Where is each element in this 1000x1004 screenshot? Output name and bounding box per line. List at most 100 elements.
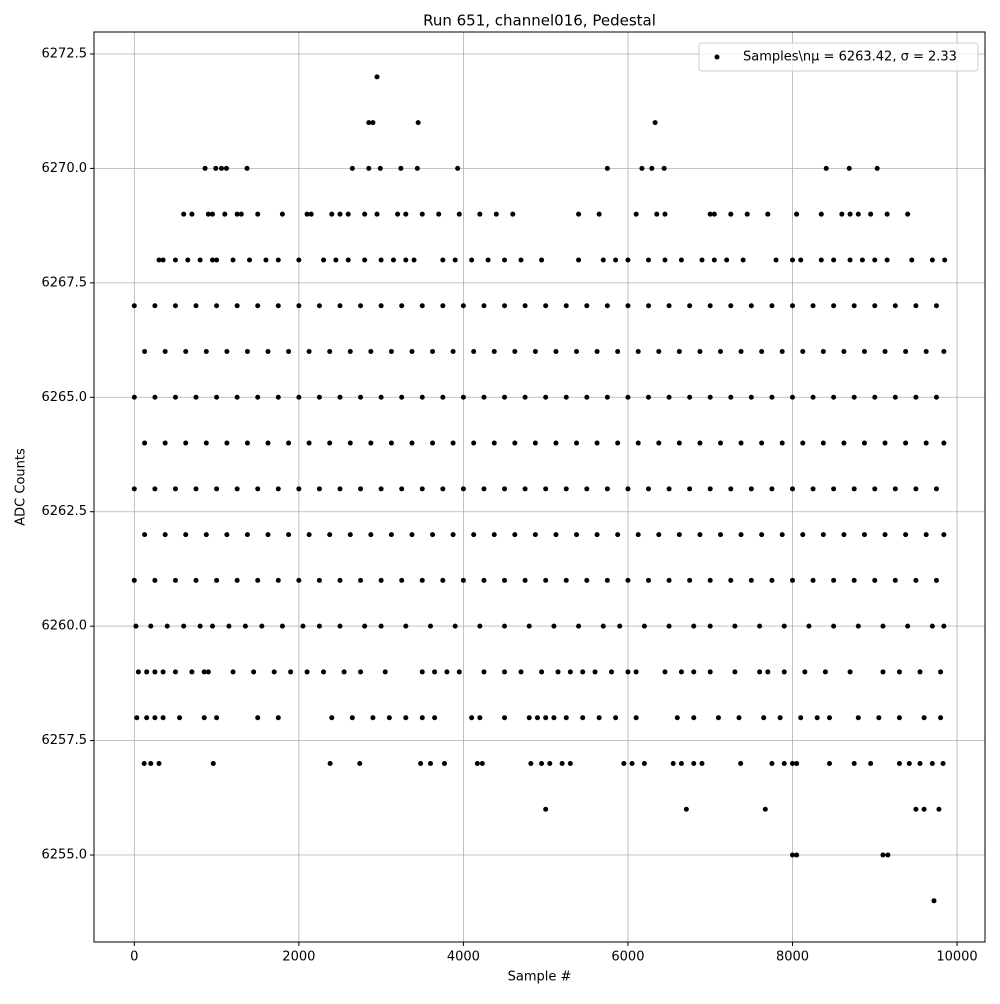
data-point bbox=[563, 486, 569, 492]
data-point bbox=[224, 532, 230, 538]
data-point bbox=[244, 440, 250, 446]
data-point bbox=[896, 760, 902, 766]
data-point bbox=[940, 760, 946, 766]
data-point bbox=[399, 303, 405, 309]
data-point bbox=[522, 486, 528, 492]
data-point bbox=[707, 669, 713, 675]
data-point bbox=[831, 257, 837, 263]
data-point bbox=[306, 440, 312, 446]
data-point bbox=[230, 669, 236, 675]
data-point bbox=[547, 760, 553, 766]
data-point bbox=[528, 760, 534, 766]
data-point bbox=[806, 623, 812, 629]
data-point bbox=[131, 303, 137, 309]
data-point bbox=[481, 486, 487, 492]
data-point bbox=[362, 257, 368, 263]
data-point bbox=[800, 440, 806, 446]
data-point bbox=[905, 623, 911, 629]
data-point bbox=[594, 532, 600, 538]
data-point bbox=[518, 257, 524, 263]
data-point bbox=[656, 349, 662, 355]
x-tick-label: 10000 bbox=[936, 950, 977, 965]
data-point bbox=[717, 532, 723, 538]
data-point bbox=[769, 760, 775, 766]
data-point bbox=[600, 623, 606, 629]
data-point bbox=[942, 257, 948, 263]
data-point bbox=[666, 486, 672, 492]
data-point bbox=[765, 211, 771, 217]
data-point bbox=[699, 257, 705, 263]
data-point bbox=[370, 120, 376, 126]
data-point bbox=[941, 532, 947, 538]
data-point bbox=[656, 532, 662, 538]
data-point bbox=[872, 486, 878, 492]
data-point bbox=[181, 211, 187, 217]
data-point bbox=[275, 303, 281, 309]
data-point bbox=[306, 349, 312, 355]
data-point bbox=[789, 760, 795, 766]
data-point bbox=[769, 394, 775, 400]
data-point bbox=[580, 715, 586, 721]
data-point bbox=[831, 486, 837, 492]
data-point bbox=[333, 257, 339, 263]
data-point bbox=[403, 211, 409, 217]
data-point bbox=[337, 577, 343, 583]
data-point bbox=[757, 669, 763, 675]
data-point bbox=[831, 577, 837, 583]
data-point bbox=[491, 349, 497, 355]
data-point bbox=[183, 532, 189, 538]
data-point bbox=[450, 349, 456, 355]
data-point bbox=[625, 303, 631, 309]
data-point bbox=[600, 257, 606, 263]
data-point bbox=[553, 440, 559, 446]
data-point bbox=[676, 349, 682, 355]
data-point bbox=[224, 440, 230, 446]
data-point bbox=[485, 257, 491, 263]
data-point bbox=[415, 120, 421, 126]
data-point bbox=[512, 532, 518, 538]
data-point bbox=[604, 486, 610, 492]
data-point bbox=[502, 577, 508, 583]
data-point bbox=[584, 486, 590, 492]
data-point bbox=[388, 349, 394, 355]
data-point bbox=[839, 211, 845, 217]
data-point bbox=[403, 715, 409, 721]
data-point bbox=[419, 577, 425, 583]
data-point bbox=[181, 623, 187, 629]
data-point bbox=[773, 257, 779, 263]
data-point bbox=[337, 303, 343, 309]
data-point bbox=[526, 623, 532, 629]
data-point bbox=[409, 349, 415, 355]
data-point bbox=[941, 349, 947, 355]
data-point bbox=[378, 394, 384, 400]
data-point bbox=[903, 532, 909, 538]
data-point bbox=[661, 165, 667, 171]
data-point bbox=[142, 440, 148, 446]
data-point bbox=[789, 257, 795, 263]
data-point bbox=[316, 394, 322, 400]
data-point bbox=[214, 486, 220, 492]
data-point bbox=[851, 394, 857, 400]
data-point bbox=[779, 349, 785, 355]
data-point bbox=[534, 715, 540, 721]
data-point bbox=[474, 760, 480, 766]
data-point bbox=[936, 806, 942, 812]
data-point bbox=[666, 623, 672, 629]
data-point bbox=[621, 760, 627, 766]
data-point bbox=[697, 440, 703, 446]
data-point bbox=[162, 349, 168, 355]
data-point bbox=[728, 303, 734, 309]
data-point bbox=[646, 577, 652, 583]
data-point bbox=[316, 486, 322, 492]
data-point bbox=[882, 532, 888, 538]
data-point bbox=[574, 532, 580, 538]
data-point bbox=[327, 349, 333, 355]
data-point bbox=[666, 394, 672, 400]
data-point bbox=[563, 303, 569, 309]
data-point bbox=[512, 440, 518, 446]
data-point bbox=[160, 715, 166, 721]
data-point bbox=[440, 577, 446, 583]
x-tick-label: 8000 bbox=[776, 950, 809, 965]
data-point bbox=[868, 760, 874, 766]
data-point bbox=[666, 303, 672, 309]
